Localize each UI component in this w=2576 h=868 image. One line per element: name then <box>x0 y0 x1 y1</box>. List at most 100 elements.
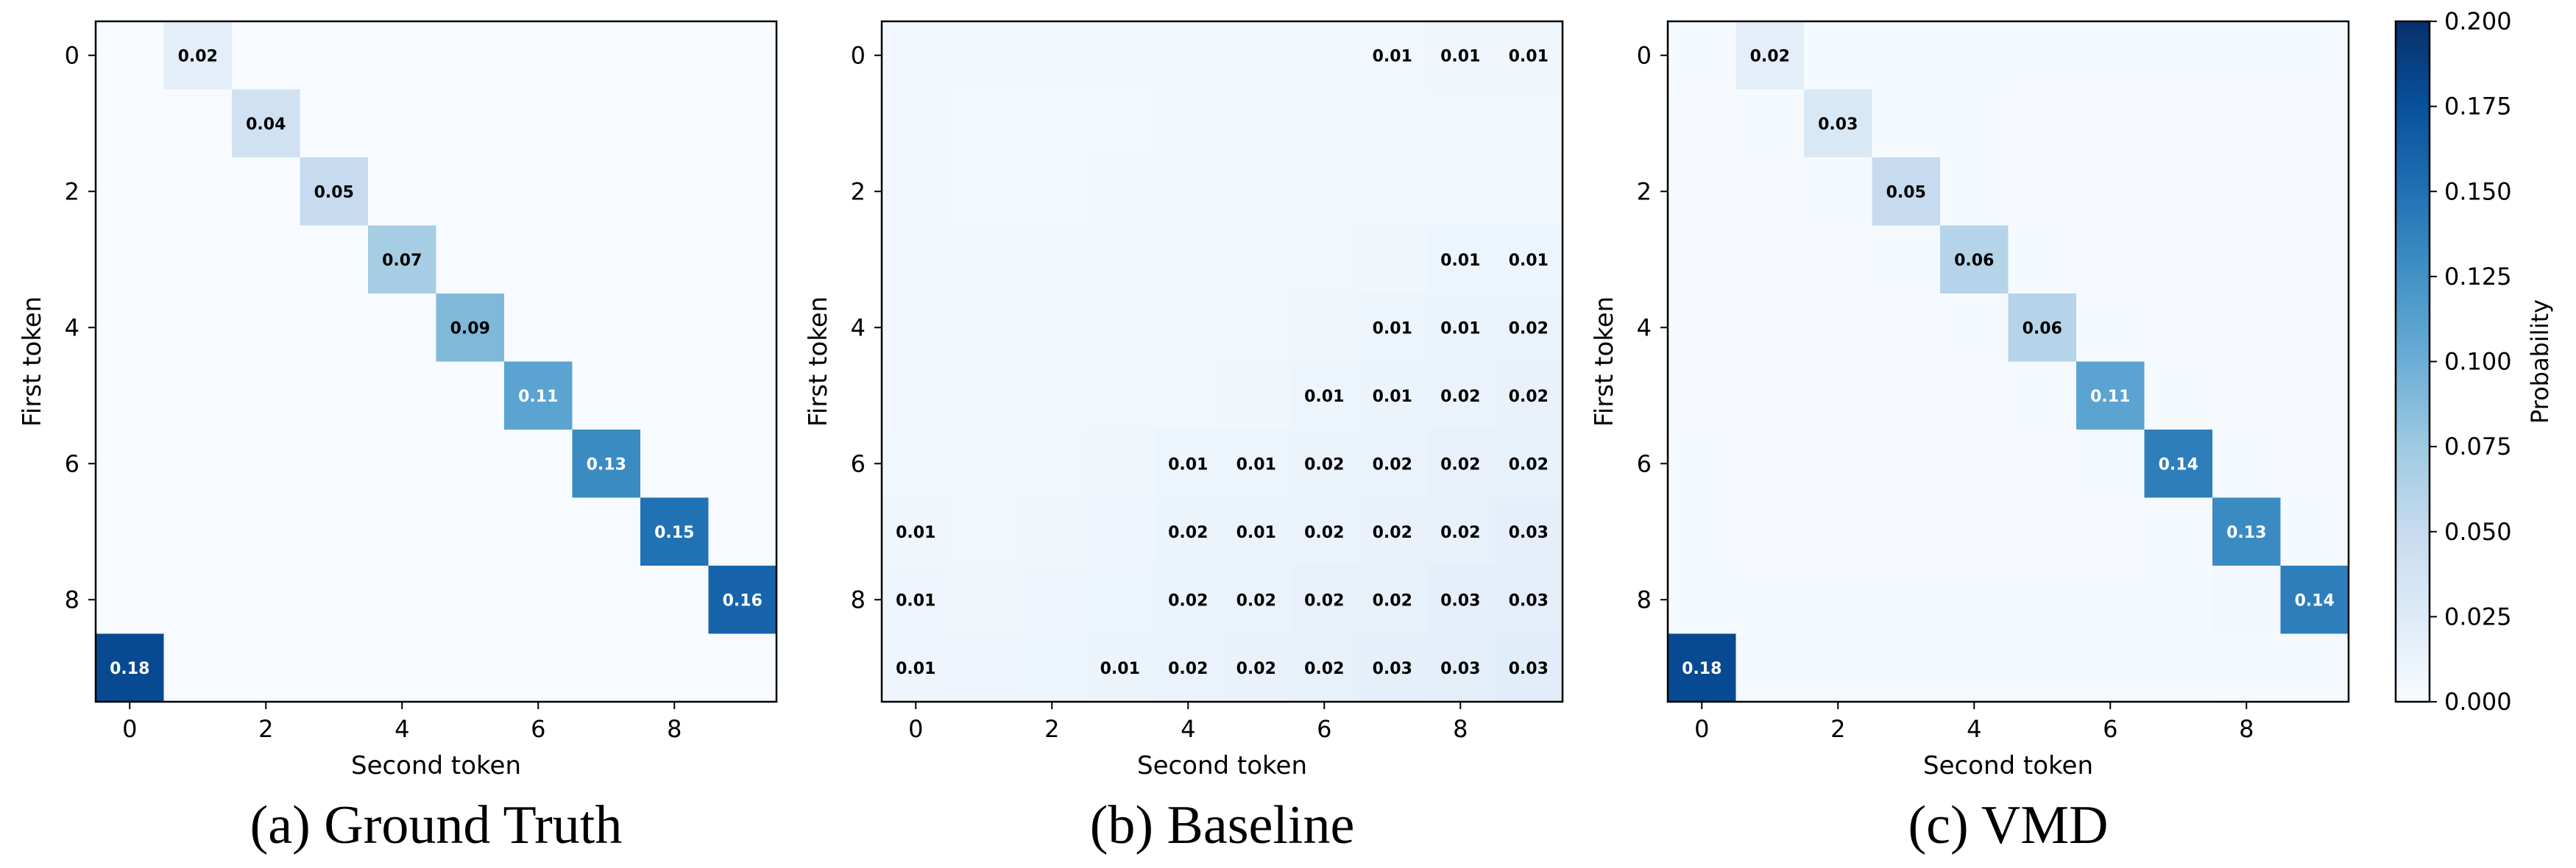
heatmap-cell <box>504 89 573 158</box>
heatmap-cell <box>163 566 233 635</box>
heatmap-panel-1: 0.01 0.01 0.01 0.01 0.01 0.01 0.01 0.02 0.01 0.01… <box>804 20 1564 855</box>
heatmap-cell <box>1154 21 1223 90</box>
cell-label: 0.01 <box>896 591 935 610</box>
heatmap-cell <box>1804 294 1873 363</box>
heatmap-cell <box>1804 566 1873 635</box>
heatmap-cell <box>504 566 573 635</box>
heatmap-cell <box>1018 430 1087 499</box>
heatmap-cell <box>2280 361 2349 430</box>
heatmap-cell <box>232 225 301 294</box>
heatmap-cell <box>96 89 165 158</box>
heatmap-cell <box>1154 89 1223 158</box>
heatmap-cell <box>504 225 573 294</box>
heatmap-cell <box>436 566 505 635</box>
heatmap-cell <box>2076 361 2145 430</box>
heatmap-cell <box>436 21 505 90</box>
heatmap-cell <box>2144 430 2213 499</box>
heatmap-cell <box>708 430 777 499</box>
heatmap-cell <box>882 21 951 90</box>
x-tick-label: 6 <box>531 715 545 743</box>
heatmap-cell <box>1872 21 1941 90</box>
heatmap-cell <box>1358 497 1427 566</box>
heatmap-cell <box>1668 497 1737 566</box>
x-tick-label: 8 <box>1453 715 1468 743</box>
heatmap-cell <box>96 225 165 294</box>
x-axis-label: Second token <box>1137 751 1307 780</box>
heatmap-cell <box>368 497 437 566</box>
heatmap-cell <box>1494 361 1563 430</box>
heatmap-cell <box>1668 361 1737 430</box>
heatmap-panel-2: 0.02 0.03 0.05 0.06 0.06 0.11 0.14 0.13 0.14 0.18… <box>1590 20 2350 855</box>
heatmap-cell <box>1154 566 1223 635</box>
heatmap-cell <box>436 89 505 158</box>
heatmap-cell <box>1086 361 1155 430</box>
heatmap-cell <box>2280 294 2349 363</box>
heatmap-cell <box>572 633 641 702</box>
colorbar-tick-label: 0.150 <box>2444 177 2512 205</box>
heatmap-cell <box>708 294 777 363</box>
x-tick-label: 0 <box>908 715 923 743</box>
heatmap-cell <box>96 633 165 702</box>
heatmap-cell <box>436 430 505 499</box>
heatmap-panel-0: 0.02 0.04 0.05 0.07 0.09 0.11 0.13 0.15 0.16 0.18… <box>18 20 778 855</box>
heatmap-cell <box>2280 497 2349 566</box>
y-tick-label: 4 <box>851 313 866 341</box>
heatmap-cell <box>640 294 710 363</box>
heatmap-cell <box>2144 497 2213 566</box>
heatmap-cell <box>2212 566 2282 635</box>
heatmap-cell <box>2076 225 2145 294</box>
cell-label: 0.02 <box>1440 524 1480 542</box>
heatmap-cell <box>300 497 369 566</box>
heatmap-cell <box>96 497 165 566</box>
heatmap-cell <box>1290 294 1359 363</box>
y-axis-label: First token <box>1590 296 1619 427</box>
heatmap-cell <box>1290 21 1359 90</box>
heatmap-cell <box>2144 21 2213 90</box>
cell-label: 0.16 <box>723 591 762 610</box>
heatmap-cell <box>708 157 777 227</box>
heatmap-cell <box>2212 157 2282 227</box>
y-tick-label: 0 <box>65 41 79 69</box>
heatmap-cell <box>232 566 301 635</box>
cell-label: 0.13 <box>587 455 626 474</box>
heatmap-cell <box>1872 157 1941 227</box>
heatmap-cell <box>1086 294 1155 363</box>
cell-label: 0.02 <box>1509 388 1549 406</box>
heatmap-cell <box>300 225 369 294</box>
heatmap-cell <box>1804 497 1873 566</box>
heatmap-cell <box>232 430 301 499</box>
heatmap-cell <box>1222 294 1291 363</box>
y-tick-label: 6 <box>65 449 79 477</box>
heatmap-cell <box>368 430 437 499</box>
heatmap-cell <box>163 225 233 294</box>
cell-label: 0.01 <box>1373 47 1412 65</box>
heatmap-cell <box>1804 89 1873 158</box>
heatmap-cell <box>1018 497 1087 566</box>
heatmap-cell <box>708 633 777 702</box>
heatmap-cell <box>1086 225 1155 294</box>
heatmap-cell <box>708 21 777 90</box>
cell-label: 0.03 <box>1440 591 1480 610</box>
heatmap-cell <box>949 89 1019 158</box>
cell-label: 0.02 <box>1509 455 1549 474</box>
heatmap-cell <box>2076 89 2145 158</box>
heatmap-cell <box>949 157 1019 227</box>
heatmap-cell <box>1872 361 1941 430</box>
heatmap-cell <box>1086 89 1155 158</box>
heatmap-cell <box>882 361 951 430</box>
heatmap-cell <box>504 633 573 702</box>
heatmap-cell <box>1154 633 1223 702</box>
x-tick-label: 6 <box>1317 715 1331 743</box>
colorbar-label: Probability <box>2526 299 2554 424</box>
heatmap-cell <box>1735 361 1805 430</box>
heatmap-cell <box>2280 157 2349 227</box>
heatmap-cell <box>1735 566 1805 635</box>
heatmap-cell <box>2280 89 2349 158</box>
heatmap-cell <box>640 225 710 294</box>
heatmap-cell <box>2076 294 2145 363</box>
heatmap-cell <box>436 633 505 702</box>
heatmap-cell <box>1358 157 1427 227</box>
heatmap-cell <box>1426 361 1496 430</box>
heatmap-cell <box>572 361 641 430</box>
